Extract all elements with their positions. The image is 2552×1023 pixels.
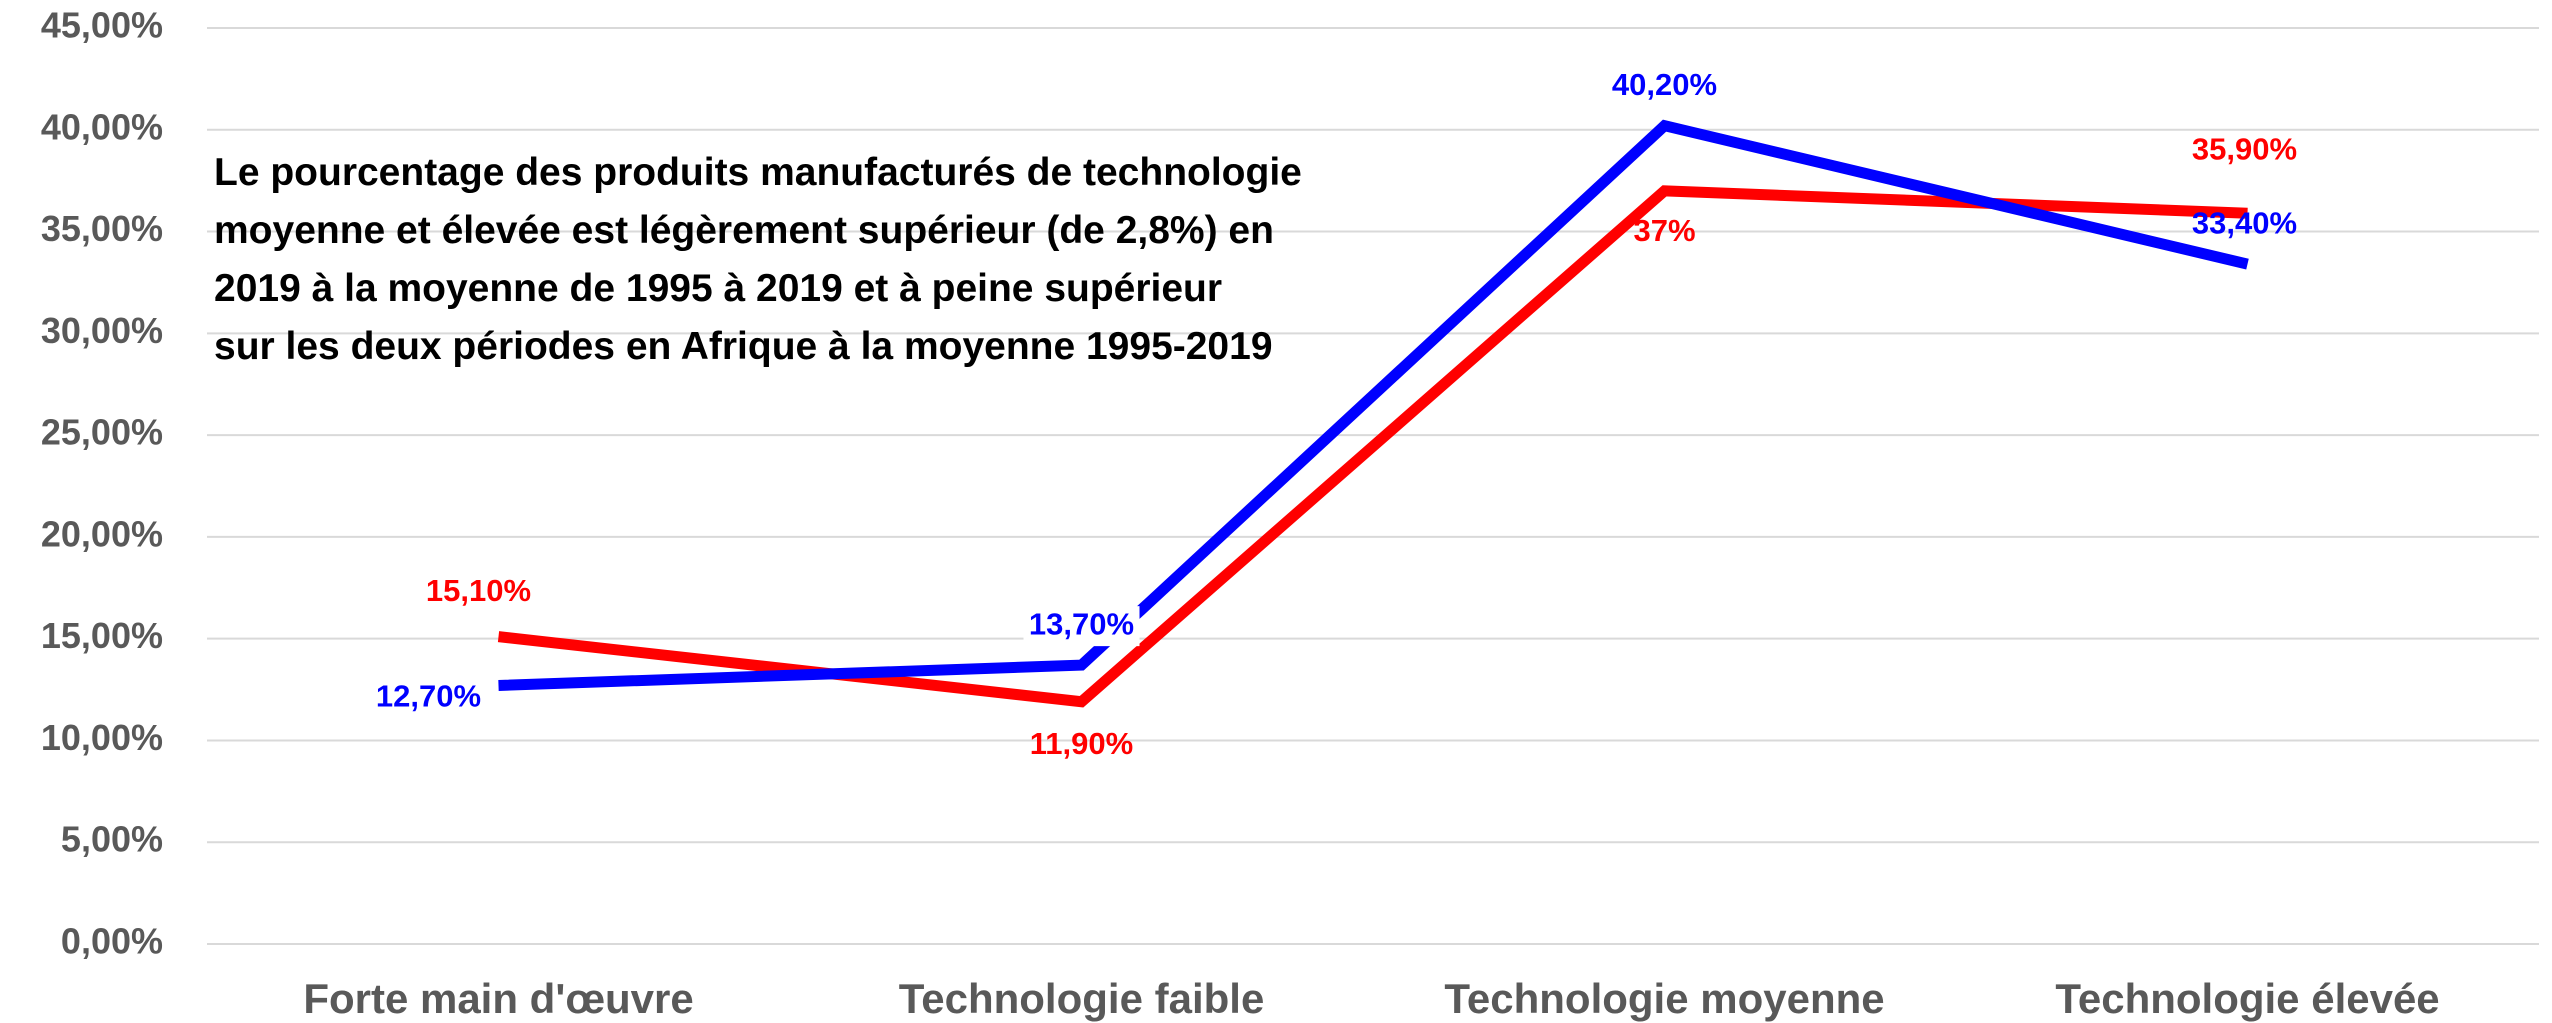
y-tick-label: 30,00% [41, 310, 163, 351]
data-label: 33,40% [2192, 205, 2297, 240]
annotation: sur les deux périodes en Afrique à la mo… [214, 325, 1273, 368]
annotation: Le pourcentage des produits manufacturés… [214, 151, 1302, 194]
annotation: moyenne et élevée est légèrement supérie… [214, 209, 1274, 252]
data-label: 40,20% [1612, 67, 1717, 102]
x-tick-label: Technologie faible [899, 975, 1265, 1022]
annotation: 2019 à la moyenne de 1995 à 2019 et à pe… [214, 267, 1222, 310]
y-tick-label: 10,00% [41, 717, 163, 758]
y-tick-label: 40,00% [41, 106, 163, 147]
y-tick-label: 5,00% [61, 819, 163, 860]
data-label: 15,10% [426, 573, 531, 608]
y-tick-label: 20,00% [41, 513, 163, 554]
y-tick-label: 25,00% [41, 412, 163, 453]
x-tick-label: Forte main d'œuvre [303, 975, 693, 1022]
series-line [497, 185, 2248, 708]
y-tick-label: 45,00% [41, 5, 163, 46]
data-label: 35,90% [2192, 131, 2297, 166]
series-line [498, 119, 2249, 691]
x-tick-label: Technologie élevée [2055, 975, 2439, 1022]
y-tick-label: 0,00% [61, 921, 163, 962]
data-label: 13,70% [1029, 606, 1134, 641]
data-label: 12,70% [376, 679, 481, 714]
y-tick-label: 35,00% [41, 208, 163, 249]
label-bg [1023, 606, 1140, 647]
y-tick-label: 15,00% [41, 615, 163, 656]
x-tick-label: Technologie moyenne [1444, 975, 1884, 1022]
data-label: 37% [1633, 213, 1695, 248]
data-label: 11,90% [1030, 726, 1133, 761]
